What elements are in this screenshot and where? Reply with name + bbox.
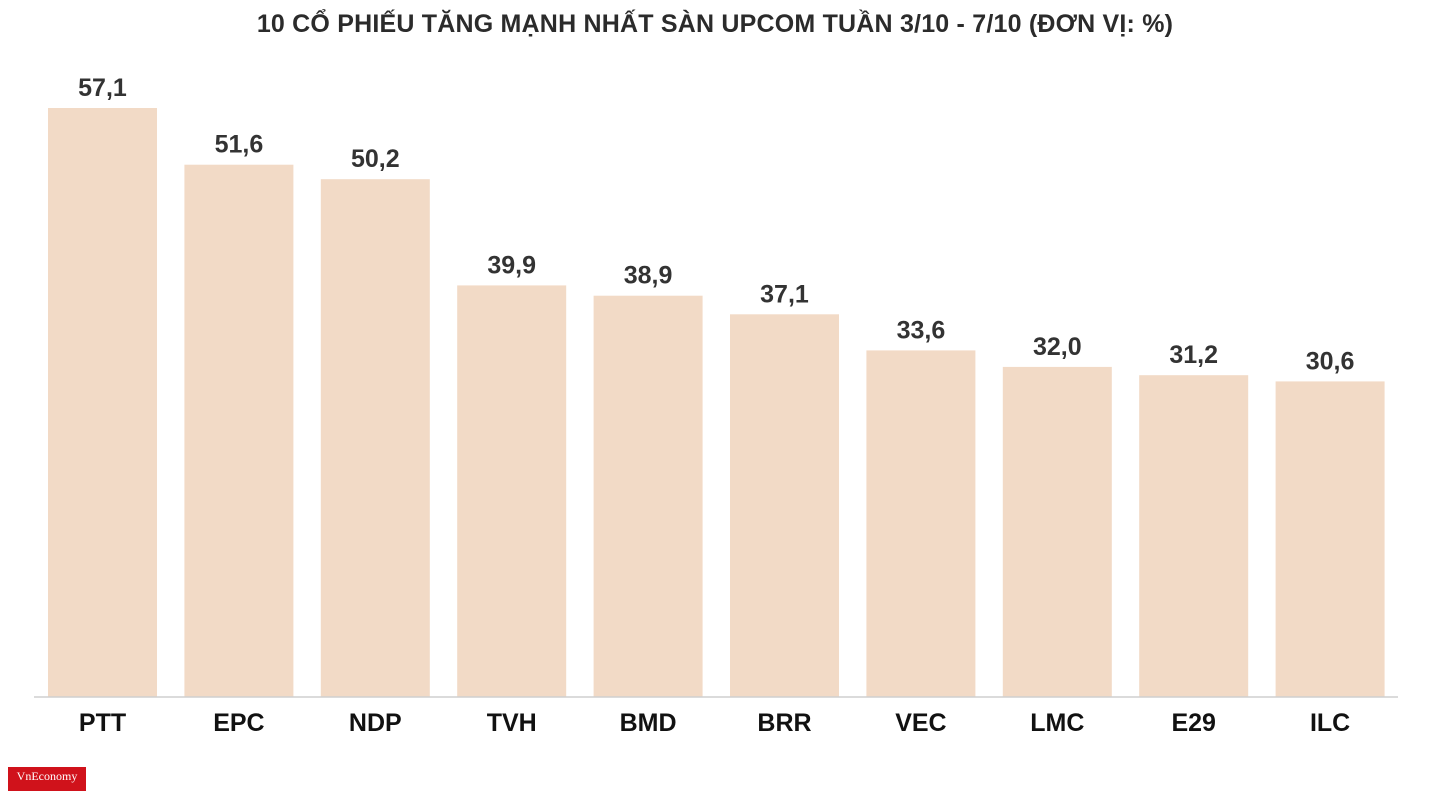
bar-ndp: [320, 179, 430, 697]
bar-e29: [1139, 375, 1249, 697]
bar-brr: [730, 314, 839, 697]
bar-lmc: [1002, 366, 1112, 697]
bar-ilc: [1275, 381, 1385, 697]
value-label-brr: 37,1: [760, 280, 809, 308]
category-label-bmd: BMD: [620, 709, 677, 737]
category-label-tvh: TVH: [487, 709, 537, 737]
category-label-lmc: LMC: [1030, 709, 1084, 737]
value-label-epc: 51,6: [215, 131, 264, 159]
bar-bmd: [593, 295, 703, 697]
category-label-ndp: NDP: [349, 709, 402, 737]
category-label-brr: BRR: [757, 709, 811, 737]
bar-ptt: [48, 108, 157, 697]
value-label-lmc: 32,0: [1033, 333, 1082, 361]
bar-tvh: [457, 285, 567, 697]
value-label-vec: 33,6: [897, 316, 946, 344]
bars-group: [48, 108, 1385, 697]
category-label-epc: EPC: [213, 709, 264, 737]
bar-epc: [184, 164, 294, 697]
value-label-bmd: 38,9: [624, 262, 673, 290]
chart-title: 10 CỔ PHIẾU TĂNG MẠNH NHẤT SÀN UPCOM TUẦ…: [256, 10, 1174, 38]
value-label-ilc: 30,6: [1306, 347, 1355, 375]
category-label-ptt: PTT: [79, 709, 126, 737]
value-label-tvh: 39,9: [487, 251, 536, 279]
vneconomy-logo: VnEconomy: [8, 767, 86, 791]
category-label-ilc: ILC: [1310, 709, 1350, 737]
value-label-ndp: 50,2: [351, 145, 400, 173]
category-label-e29: E29: [1171, 709, 1215, 737]
category-label-vec: VEC: [895, 709, 946, 737]
category-labels-group: PTT EPC NDP TVH BMD BRR VEC LMC E29 ILC: [79, 709, 1350, 737]
value-label-ptt: 57,1: [78, 74, 127, 102]
value-label-e29: 31,2: [1169, 341, 1218, 369]
bar-vec: [866, 350, 976, 697]
value-labels-group: 57,1 51,6 50,2 39,9 38,9 37,1 33,6 32,0 31,2 30,6: [78, 74, 1354, 375]
